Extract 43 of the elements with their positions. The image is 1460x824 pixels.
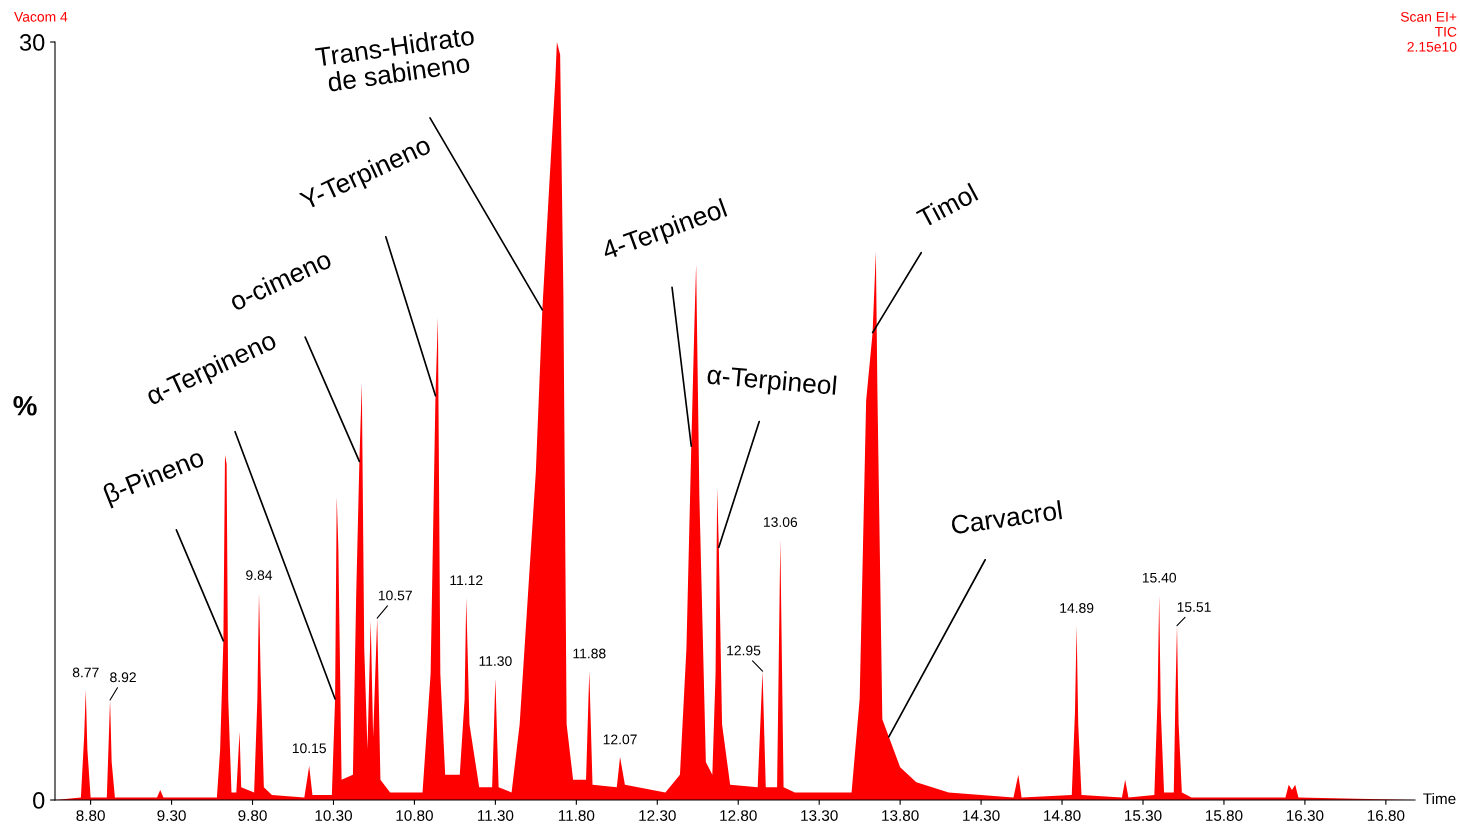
x-tick-label: 13.30 (801, 810, 838, 821)
annotation: 11.12 (450, 575, 483, 585)
x-tick-label: 11.80 (558, 810, 595, 821)
y-axis-title: % (13, 395, 37, 416)
annotation: 11.30 (479, 656, 512, 666)
x-tick-label: 10.80 (396, 810, 433, 821)
annotation: 14.89 (1060, 603, 1094, 613)
annotation: 12.95 (727, 645, 761, 656)
x-tick-label: 15.30 (1125, 810, 1162, 821)
annotation: 9.84 (246, 570, 273, 581)
x-tick-label: 14.80 (1044, 810, 1081, 821)
y-tick-label: 0 (33, 792, 45, 809)
x-tick-label: 8.80 (76, 810, 105, 821)
y-tick-label: 30 (19, 34, 45, 51)
annotation: 8.77 (72, 667, 99, 678)
x-tick-label: 16.80 (1367, 810, 1405, 821)
x-tick-label: 15.80 (1206, 810, 1243, 821)
text: Vacom 4 (14, 12, 68, 22)
annotation: 12.07 (603, 734, 637, 745)
annotation: 8.92 (110, 672, 136, 683)
x-tick-label: 12.80 (720, 810, 757, 821)
annotation: Trans-Hidrato de sabineno (314, 25, 475, 92)
x-tick-label: 9.30 (157, 810, 186, 821)
x-tick-label: 10.30 (315, 810, 352, 821)
annotation: 15.51 (1177, 602, 1211, 612)
annotation: 10.57 (378, 590, 412, 601)
text: Scan EI+ (1400, 11, 1457, 22)
annotation: 10.15 (292, 743, 326, 754)
annotation: 2.15e10 (1407, 41, 1457, 52)
x-tick-label: 12.30 (639, 810, 676, 821)
annotation: 15.40 (1142, 572, 1177, 583)
x-tick-label: 13.80 (882, 810, 919, 821)
x-tick-label: 16.30 (1286, 810, 1324, 821)
text: TIC (1434, 26, 1457, 37)
annotation: α-Terpineol (706, 364, 837, 401)
annotation: 13.06 (764, 517, 798, 528)
x-tick-label: 11.30 (478, 810, 514, 821)
annotation: Carvacrol (950, 500, 1063, 535)
annotation: 11.88 (573, 648, 606, 659)
x-axis-title: Time (1423, 792, 1456, 805)
annotation: Timol (915, 182, 979, 229)
x-tick-label: 14.30 (963, 810, 1000, 821)
x-tick-label: 9.80 (238, 810, 267, 821)
